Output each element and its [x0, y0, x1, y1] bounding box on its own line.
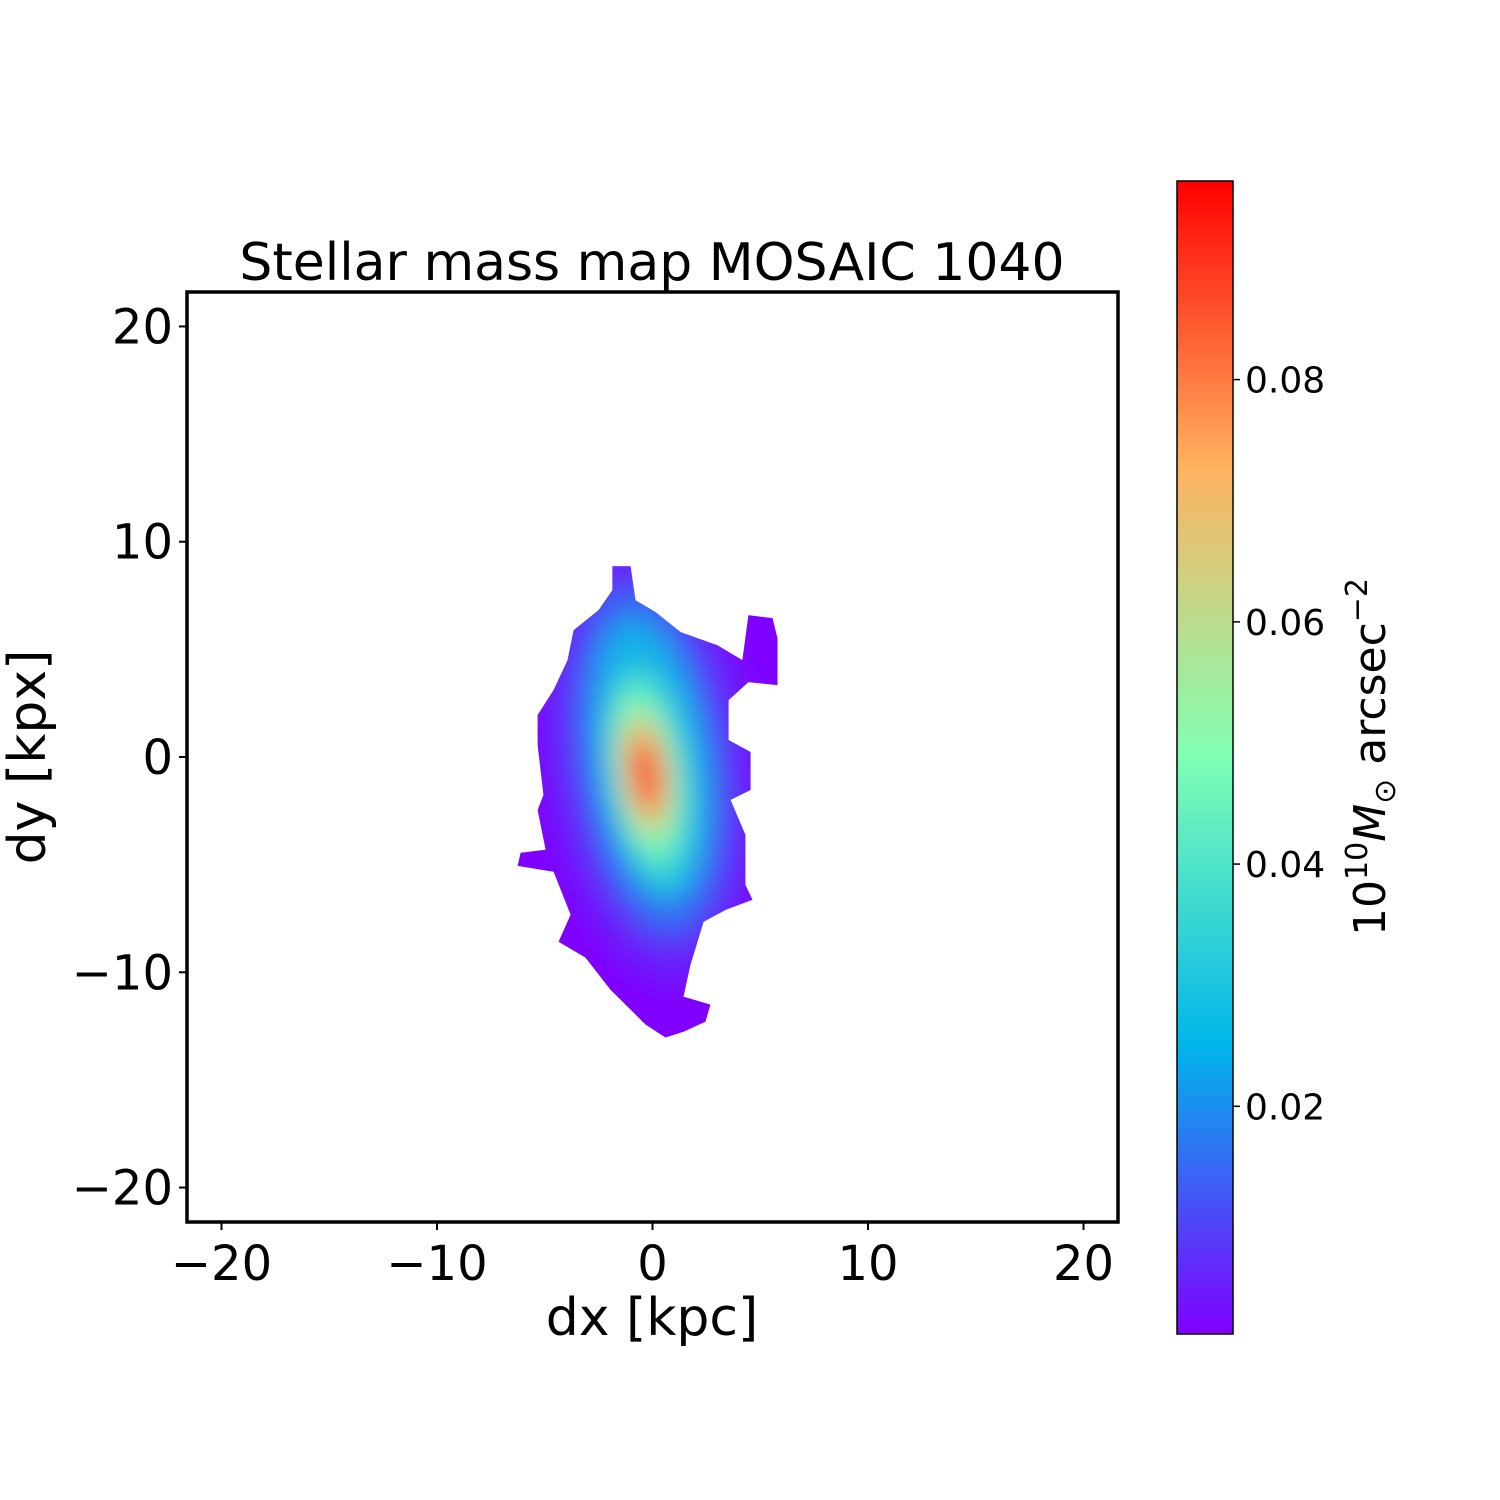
y-axis-label: dy [kpx]	[0, 650, 58, 865]
y-axis: −20 −10 0 10 20	[72, 299, 187, 1217]
colorbar-label-sub: ⊙	[1368, 779, 1403, 804]
x-tick-label: −10	[386, 1236, 487, 1292]
x-axis-label: dx [kpc]	[546, 1288, 759, 1348]
colorbar-label-exp: 10	[1340, 842, 1375, 880]
colorbar-tick-label: 0.08	[1245, 361, 1325, 402]
colorbar-label-unit: arcsec	[1345, 622, 1396, 778]
colorbar-label-unit-exp: −2	[1340, 578, 1375, 622]
x-tick-label: 0	[637, 1236, 668, 1292]
x-axis: −20 −10 0 10 20	[171, 1222, 1114, 1292]
colorbar-axis: 0.02 0.04 0.06 0.08	[1233, 361, 1325, 1128]
colorbar-label-symbol: M	[1345, 804, 1396, 842]
heat-level	[637, 752, 655, 796]
colorbar-tick-label: 0.06	[1245, 603, 1325, 644]
heatmap-image	[517, 566, 778, 1038]
x-tick-label: −20	[171, 1236, 272, 1292]
colorbar-label: 1010M⊙ arcsec−2	[1340, 578, 1403, 936]
x-tick-label: 10	[837, 1236, 898, 1292]
y-tick-label: 0	[142, 730, 173, 786]
y-tick-label: −10	[72, 945, 173, 1001]
x-tick-label: 20	[1053, 1236, 1114, 1292]
colorbar-tick-label: 0.04	[1245, 845, 1325, 886]
colorbar-label-base: 10	[1345, 880, 1396, 936]
chart-title: Stellar mass map MOSAIC 1040	[239, 233, 1064, 293]
y-tick-label: 20	[112, 299, 173, 355]
y-tick-label: 10	[112, 515, 173, 571]
colorbar-tick-label: 0.02	[1245, 1087, 1325, 1128]
y-tick-label: −20	[72, 1161, 173, 1217]
colorbar	[1176, 180, 1234, 1335]
